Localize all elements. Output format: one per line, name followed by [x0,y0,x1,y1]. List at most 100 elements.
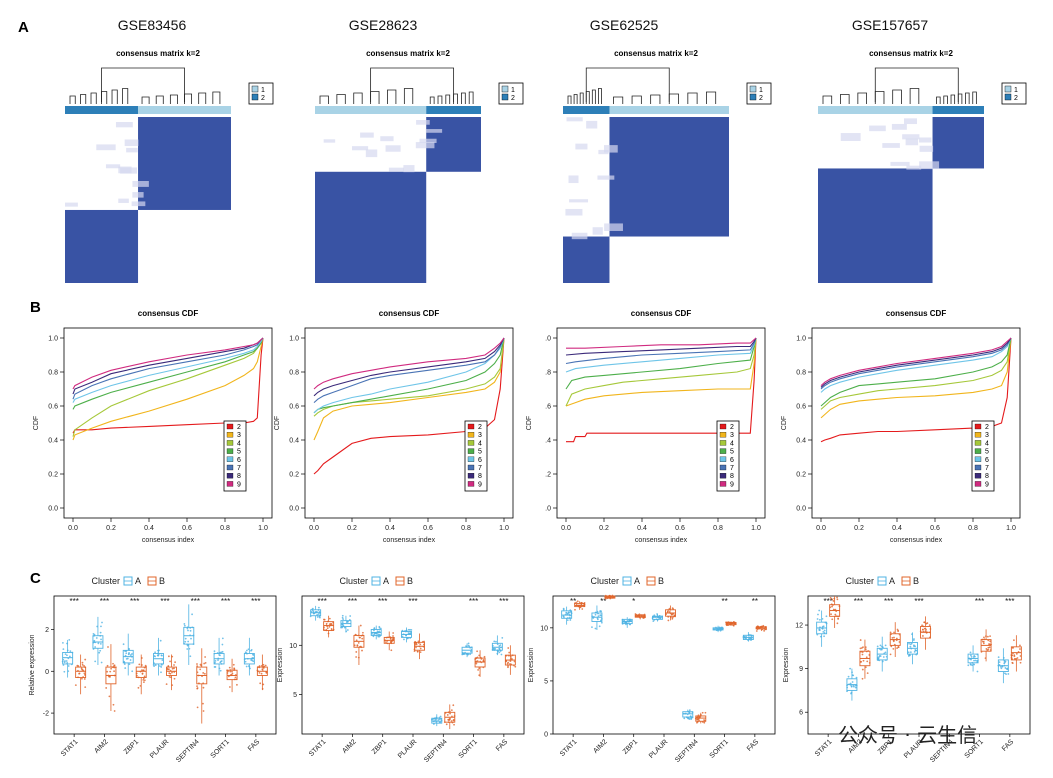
data-point [600,621,603,624]
cdf-legend-label: 9 [478,481,482,488]
data-point [68,639,71,641]
cdf-plot-frame [63,327,273,519]
data-point [507,666,509,669]
cdf-legend-swatch [974,448,982,454]
data-point [452,704,455,707]
data-point [893,636,895,639]
data-point [859,661,862,663]
matrix-noise [365,149,378,158]
data-point [688,718,691,721]
boxplot-frame [807,595,1031,735]
cluster-bar-segment [138,106,231,114]
cdf-legend-swatch [719,473,727,479]
data-point [565,611,568,614]
cdf-legend-label: 5 [985,449,989,456]
cdf-series-line-k8 [313,337,505,397]
data-point [907,651,910,654]
data-point [158,665,161,667]
x-tick-label: 0.2 [599,525,609,532]
data-point [260,672,263,675]
cdf-legend-swatch [226,423,234,430]
significance-label: *** [251,597,260,606]
dendrogram-branch [141,96,150,104]
dendrogram-branch [90,92,97,104]
cdf-legend-swatch [467,456,475,462]
data-point [110,667,113,670]
data-point [355,639,358,642]
dataset-title: GSE62525 [590,17,659,33]
data-point [99,649,102,652]
cdf-legend-label: 2 [237,424,241,431]
y-tick-label: 0.4 [796,438,806,445]
cluster-bar-segment [426,106,481,114]
data-point [986,635,989,638]
data-point [910,642,913,645]
data-point [214,666,217,668]
data-point [928,624,931,627]
data-point [122,643,125,646]
y-tick-label: 0.0 [289,506,299,513]
cdf-legend-swatch [719,464,727,471]
data-point [854,686,857,689]
data-point [478,667,481,670]
data-point [390,649,393,652]
data-point [131,653,133,655]
data-point [435,718,437,721]
data-point [373,627,376,629]
data-point [186,648,189,650]
data-point [94,646,97,648]
dataset-title: GSE83456 [118,17,187,33]
dendrogram-branch [445,94,451,104]
data-point [359,636,361,639]
data-point [262,683,265,686]
data-point [818,609,821,612]
data-point [755,630,758,632]
y-tick-label: 1.0 [48,336,58,343]
data-point [173,677,176,680]
data-point [385,641,387,644]
cdf-legend-label: 5 [237,449,241,456]
data-point [483,655,486,658]
matrix-noise [566,117,583,122]
data-point [318,616,321,619]
y-tick-label: 0.8 [796,370,806,377]
cdf-series-line-k2 [566,337,757,443]
data-point [258,665,261,667]
data-point [233,667,236,670]
data-point [988,646,991,649]
box-B [1010,646,1022,661]
data-point [252,654,255,656]
gene-label: AIM2 [93,738,110,755]
data-point [850,685,853,688]
data-point [410,628,413,631]
box-B [695,715,707,722]
data-point [493,640,496,643]
data-point [202,672,205,674]
data-point [328,623,331,626]
data-point [478,654,481,657]
y-tick-label: -2 [43,711,49,718]
x-tick-label: 1.0 [258,525,268,532]
data-point [1007,673,1010,675]
data-point [450,720,453,722]
data-point [1003,661,1006,664]
y-tick-label: 0.6 [796,404,806,411]
significance-label: *** [378,597,387,606]
box-A [652,615,663,620]
matrix-noise [586,120,598,129]
cdf-plot-frame [304,327,514,519]
x-axis-label: consensus index [142,537,195,544]
matrix-noise [565,208,583,216]
data-point [831,598,833,601]
data-point [100,661,103,664]
data-point [836,598,839,601]
y-tick-label: 2 [45,627,49,634]
data-point [346,629,349,631]
x-axis-label: consensus index [890,537,943,544]
box-A [682,711,694,718]
data-point [349,615,352,617]
data-point [234,676,237,679]
data-point [823,635,825,638]
data-point [974,659,977,662]
data-point [232,663,235,666]
